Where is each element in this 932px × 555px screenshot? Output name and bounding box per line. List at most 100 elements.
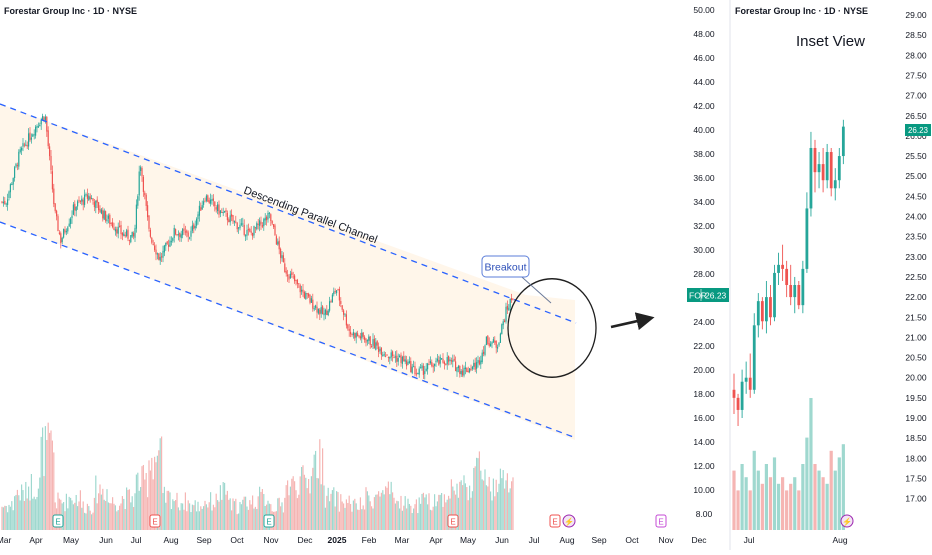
channel-upper-line[interactable] (0, 103, 577, 324)
main-volume-bar (9, 506, 11, 530)
main-candle-body (511, 298, 513, 301)
main-candle-body (232, 215, 234, 222)
main-volume-bar (120, 503, 122, 530)
main-candle-body (175, 229, 177, 235)
main-candle-body (33, 134, 35, 136)
main-candle-body (351, 333, 353, 335)
main-candle-body (408, 361, 410, 363)
main-volume-bar (295, 490, 297, 530)
main-candle-body (144, 192, 146, 196)
main-candle-body (331, 294, 333, 303)
main-volume-bar (75, 494, 77, 530)
main-volume-bar (366, 491, 368, 530)
main-candle-body (421, 365, 423, 369)
main-candle-body (278, 240, 280, 250)
main-candle-body (302, 289, 304, 293)
main-candle-body (324, 309, 326, 315)
breakout-circle[interactable] (507, 277, 597, 379)
main-candle-body (471, 366, 473, 369)
inset-volume-bar (748, 490, 752, 530)
main-volume-bar (431, 510, 433, 530)
time-tick-label: Sep (196, 535, 211, 545)
inset-volume-bar (793, 477, 797, 530)
main-candle-body (375, 342, 377, 350)
main-candle-body (359, 336, 361, 339)
main-volume-bar (158, 450, 160, 530)
main-volume-bar (352, 500, 354, 530)
main-candle-body (336, 290, 338, 294)
time-tick-label: Aug (163, 535, 178, 545)
inset-volume-bars (732, 398, 845, 530)
main-candle-body (214, 201, 216, 207)
inset-price-tick-label: 22.50 (905, 272, 927, 282)
main-candle-body (427, 363, 429, 370)
inset-price-scale[interactable]: 29.0028.5028.0027.5027.0026.5026.0025.50… (905, 10, 927, 504)
main-volume-bar (439, 494, 441, 530)
breakout-callout-box[interactable] (481, 255, 530, 278)
channel-lower-line[interactable] (0, 221, 577, 439)
main-volume-bar (109, 503, 111, 530)
time-tick-label: 2025 (328, 535, 347, 545)
main-candle-body (109, 214, 111, 224)
inset-volume-bar (833, 470, 837, 530)
ticker-badge: FOR (689, 291, 707, 301)
main-volume-bar (145, 472, 147, 530)
main-candle-body (207, 195, 209, 202)
main-candle-body (424, 371, 426, 375)
main-candle-body (37, 126, 39, 128)
main-candle-body (84, 194, 86, 205)
main-volume-bar (291, 478, 293, 530)
main-volume-bar (133, 506, 135, 530)
main-volume-bar (137, 472, 139, 530)
main-candle-body (70, 218, 72, 225)
main-candle-body (124, 234, 126, 237)
main-candle-body (113, 227, 115, 230)
main-candle-body (476, 362, 478, 369)
main-volume-bar (28, 486, 30, 530)
main-candle-body (243, 224, 245, 235)
main-volume-bar (382, 490, 384, 530)
main-volume-bar (21, 484, 23, 530)
main-candle-body (494, 340, 496, 343)
main-candle-body (259, 220, 261, 226)
inset-event-marker: ⚡ (840, 514, 854, 528)
main-candle-body (306, 293, 308, 295)
time-tick-label: Feb (362, 535, 377, 545)
main-candle-body (85, 194, 87, 196)
inset-price-tick-label: 22.00 (905, 292, 927, 302)
main-candle-body (60, 233, 62, 243)
main-volume-bar (502, 470, 504, 530)
main-candle-body (469, 368, 471, 373)
inset-price-tick-label: 17.00 (905, 494, 927, 504)
price-tick-label: 10.00 (693, 485, 715, 495)
inset-candle-body (841, 126, 845, 157)
main-candle-body (420, 367, 422, 369)
price-tick-label: 30.00 (693, 245, 715, 255)
earnings-marker (52, 514, 64, 528)
main-candle-body (56, 210, 58, 217)
inset-chart[interactable]: Forestar Group Inc · 1D · NYSE Inset Vie… (729, 0, 868, 550)
main-volume-bar (296, 498, 298, 530)
main-volume-bar (148, 460, 150, 530)
main-candle-body (508, 307, 510, 311)
main-candle-body (82, 199, 84, 205)
main-volume-bar (306, 488, 308, 530)
main-volume-bar (509, 488, 511, 530)
main-candle-body (382, 354, 384, 356)
main-volume-bar (65, 493, 67, 530)
main-candle-body (254, 227, 256, 229)
main-volume-bar (401, 510, 403, 530)
main-volume-bar (105, 500, 107, 530)
main-candle-body (334, 291, 336, 293)
main-price-scale[interactable]: 50.00 48.00 46.00 44.00 42.00 40.00 38.00 36.00… (693, 5, 715, 519)
main-candle-body (218, 204, 220, 215)
main-volume-bar (116, 511, 118, 530)
main-volume-bar (312, 467, 314, 530)
inset-volume-bar (825, 483, 829, 530)
inset-candle-body (793, 285, 797, 298)
inset-price-tick-label: 24.00 (905, 212, 927, 222)
main-volume-bar (481, 479, 483, 530)
main-candle-body (245, 235, 247, 237)
main-chart[interactable]: Descending Parallel Channel Breakout For… (0, 6, 707, 545)
main-volume-bar (26, 498, 28, 530)
